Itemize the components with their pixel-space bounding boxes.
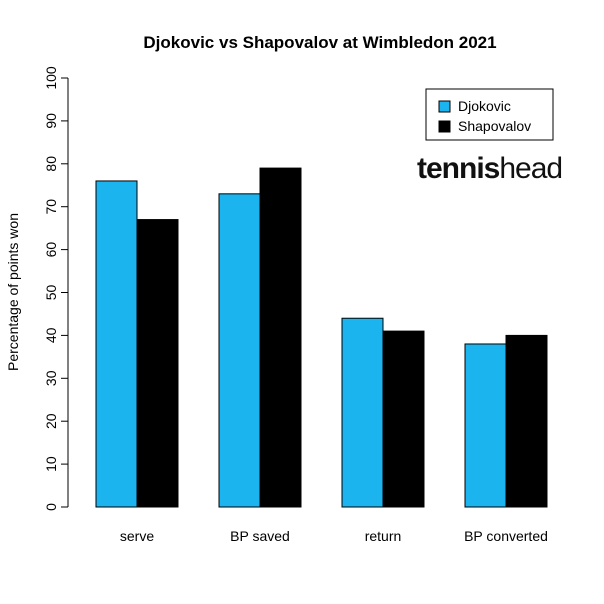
x-tick-label: serve <box>120 528 154 544</box>
bar-djokovic-bp-saved <box>218 193 261 508</box>
bar-shapovalov-bp-saved <box>259 167 302 508</box>
legend-swatch-djokovic <box>438 100 451 113</box>
y-tick-label: 70 <box>43 199 59 215</box>
bars <box>95 167 548 508</box>
y-tick-label: 50 <box>43 285 59 301</box>
bar-djokovic-bp-converted <box>464 343 507 508</box>
x-tick-label: return <box>365 528 402 544</box>
legend-swatch-shapovalov <box>438 120 451 133</box>
y-tick-label: 80 <box>43 156 59 172</box>
bar-djokovic-return <box>341 317 384 508</box>
legend: Djokovic Shapovalov <box>425 88 554 141</box>
y-tick-label: 10 <box>43 456 59 472</box>
y-tick-label: 60 <box>43 242 59 258</box>
y-tick-label: 30 <box>43 370 59 386</box>
x-axis-labels: serve BP saved return BP converted <box>120 528 548 544</box>
x-tick-label: BP converted <box>464 528 548 544</box>
y-tick-label: 40 <box>43 327 59 343</box>
y-axis: 0 10 20 30 40 50 60 70 80 90 100 <box>43 66 69 511</box>
logo-text-tennis: tennis <box>417 152 500 185</box>
y-tick-label: 90 <box>43 113 59 129</box>
legend-label-shapovalov: Shapovalov <box>458 118 531 134</box>
bar-djokovic-serve <box>95 180 138 508</box>
legend-label-djokovic: Djokovic <box>458 98 511 114</box>
bar-shapovalov-serve <box>136 219 179 508</box>
bar-shapovalov-bp-converted <box>505 334 548 508</box>
bar-shapovalov-return <box>382 330 425 508</box>
y-tick-label: 100 <box>43 66 59 90</box>
chart-title: Djokovic vs Shapovalov at Wimbledon 2021 <box>143 33 496 52</box>
svg-text:tennishead: tennishead <box>417 152 562 185</box>
y-tick-label: 0 <box>43 503 59 511</box>
y-axis-label: Percentage of points won <box>5 213 21 371</box>
x-tick-label: BP saved <box>230 528 290 544</box>
y-tick-label: 20 <box>43 413 59 429</box>
tennishead-logo: tennishead <box>417 152 563 185</box>
logo-text-head: head <box>499 152 562 185</box>
